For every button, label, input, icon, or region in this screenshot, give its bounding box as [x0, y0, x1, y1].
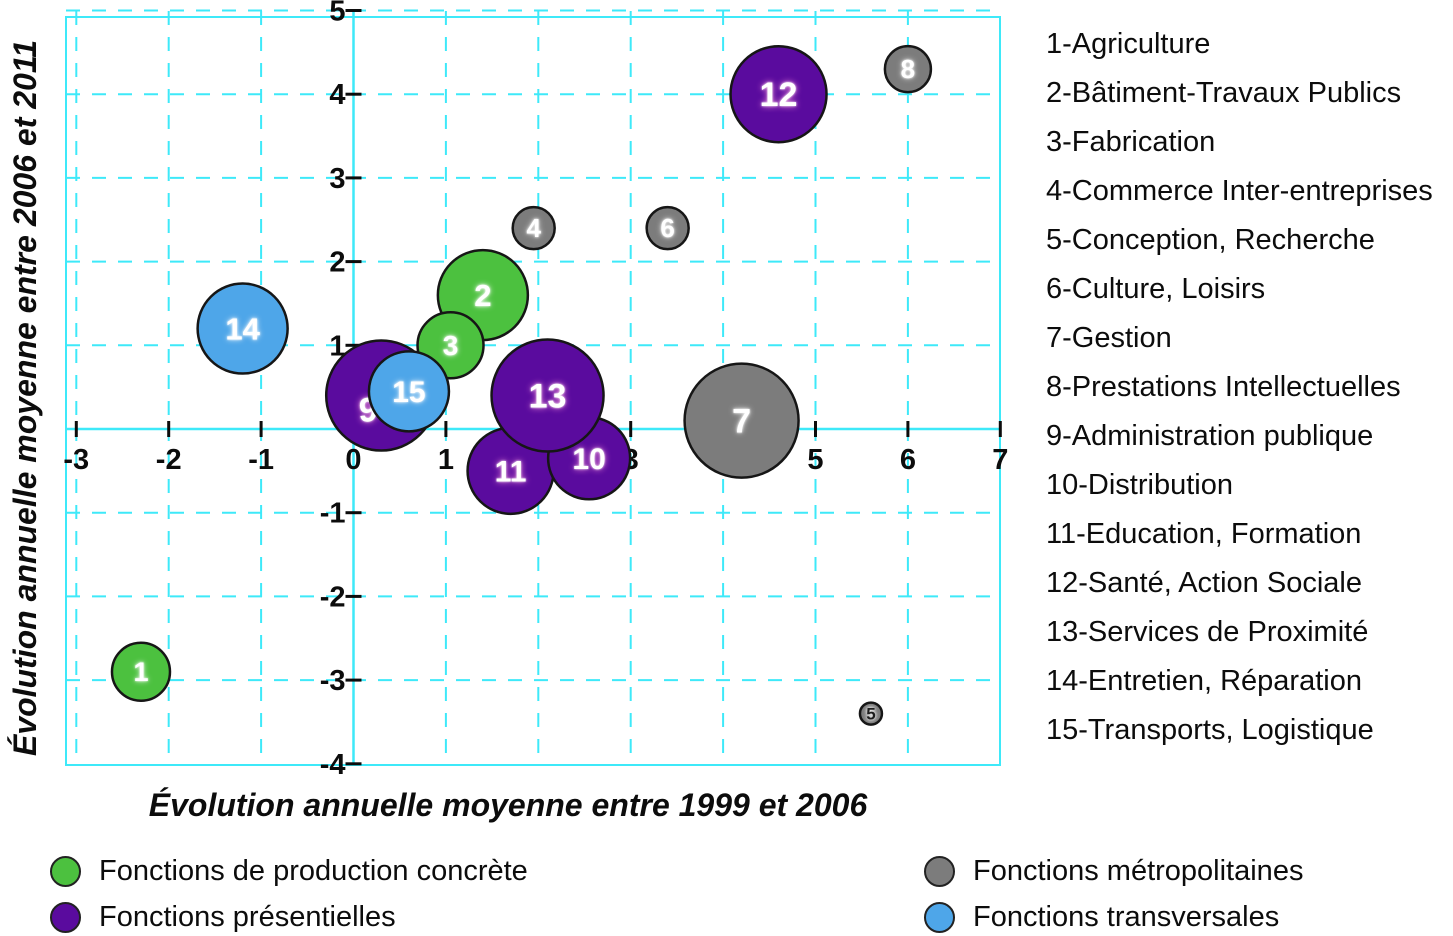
color-legend-label: Fonctions présentielles — [99, 900, 396, 933]
color-legend-label: Fonctions transversales — [973, 900, 1280, 933]
bubble-label-13: 13 — [529, 377, 567, 415]
y-tick-label-4: 4 — [329, 79, 345, 111]
category-legend-item-3: 3-Fabrication — [1046, 126, 1216, 158]
color-legend-item-production: Fonctions de production concrète — [50, 855, 528, 887]
y-tick-label--1: -1 — [320, 498, 346, 530]
bubble-label-4: 4 — [526, 213, 541, 243]
category-legend-item-9: 9-Administration publique — [1046, 420, 1374, 452]
bubble-12 — [729, 44, 828, 144]
y-tick-label--4: -4 — [320, 749, 346, 781]
bubble-15 — [367, 350, 451, 433]
category-legend-item-8: 8-Prestations Intellectuelles — [1046, 371, 1401, 403]
bubble-4 — [511, 205, 556, 251]
bubble-label-12: 12 — [760, 76, 798, 114]
category-legend-item-1: 1-Agriculture — [1046, 28, 1211, 60]
category-legend-item-10: 10-Distribution — [1046, 469, 1233, 501]
bubble-label-7: 7 — [732, 403, 751, 441]
y-tick-label--3: -3 — [320, 665, 346, 697]
color-legend-item-presentielles: Fonctions présentielles — [50, 901, 396, 933]
category-legend: 1-Agriculture 2-Bâtiment-Travaux Publics 3… — [1046, 20, 1433, 755]
x-tick-label--3: -3 — [63, 444, 89, 476]
production-marker-icon — [50, 855, 81, 887]
presentielles-marker-icon — [50, 901, 81, 933]
y-axis-title: Évolution annuelle moyenne entre 2006 et… — [7, 40, 43, 756]
bubble-13 — [490, 338, 605, 453]
bubble-label-2: 2 — [474, 278, 491, 313]
color-legend-label: Fonctions de production concrète — [99, 854, 528, 887]
y-tick-label-5: 5 — [329, 0, 345, 28]
color-legend-item-transversales: Fonctions transversales — [924, 901, 1279, 933]
bubble-label-3: 3 — [443, 330, 459, 361]
metropolitaines-marker-icon — [924, 855, 955, 887]
category-legend-item-6: 6-Culture, Loisirs — [1046, 273, 1266, 305]
y-tick-label-1: 1 — [329, 330, 345, 362]
bubble-1 — [110, 641, 172, 702]
x-axis-title: Évolution annuelle moyenne entre 1999 et… — [149, 787, 868, 823]
x-tick-label-6: 6 — [900, 444, 916, 476]
y-tick-label--2: -2 — [320, 581, 346, 613]
bubble-label-11: 11 — [495, 455, 527, 488]
bubble-6 — [645, 205, 690, 251]
bubble-label-1: 1 — [133, 657, 148, 687]
color-legend-item-metropolitaines: Fonctions métropolitaines — [924, 855, 1303, 887]
x-tick-label-1: 1 — [438, 444, 454, 476]
y-tick-label-2: 2 — [329, 247, 345, 279]
category-legend-item-2: 2-Bâtiment-Travaux Publics — [1046, 77, 1402, 109]
bubble-14 — [196, 282, 289, 375]
category-legend-item-12: 12-Santé, Action Sociale — [1046, 567, 1362, 599]
category-legend-item-15: 15-Transports, Logistique — [1046, 714, 1374, 746]
y-tick-label-3: 3 — [329, 163, 345, 195]
bubble-label-5: 5 — [866, 705, 875, 724]
bubble-5 — [858, 701, 884, 726]
bubble-label-8: 8 — [901, 54, 915, 84]
category-legend-item-14: 14-Entretien, Réparation — [1046, 665, 1362, 697]
transversales-marker-icon — [924, 901, 955, 933]
category-legend-item-5: 5-Conception, Recherche — [1046, 224, 1375, 256]
x-tick-label--1: -1 — [248, 444, 274, 476]
category-legend-item-11: 11-Education, Formation — [1046, 518, 1362, 550]
bubble-label-6: 6 — [660, 213, 674, 243]
bubble-label-14: 14 — [225, 311, 260, 346]
x-tick-label-0: 0 — [345, 444, 361, 476]
bubble-label-10: 10 — [572, 443, 605, 476]
bubble-label-15: 15 — [392, 376, 425, 409]
plot-area-border — [65, 16, 1001, 766]
category-legend-item-7: 7-Gestion — [1046, 322, 1172, 354]
bubble-8 — [883, 44, 933, 94]
x-tick-label-7: 7 — [992, 444, 1008, 476]
bubble-7 — [683, 362, 800, 479]
x-tick-label-5: 5 — [807, 444, 823, 476]
category-legend-item-13: 13-Services de Proximité — [1046, 616, 1369, 648]
x-tick-label--2: -2 — [156, 444, 182, 476]
color-legend-label: Fonctions métropolitaines — [973, 854, 1304, 887]
category-legend-item-4: 4-Commerce Inter-entreprises — [1046, 175, 1433, 207]
